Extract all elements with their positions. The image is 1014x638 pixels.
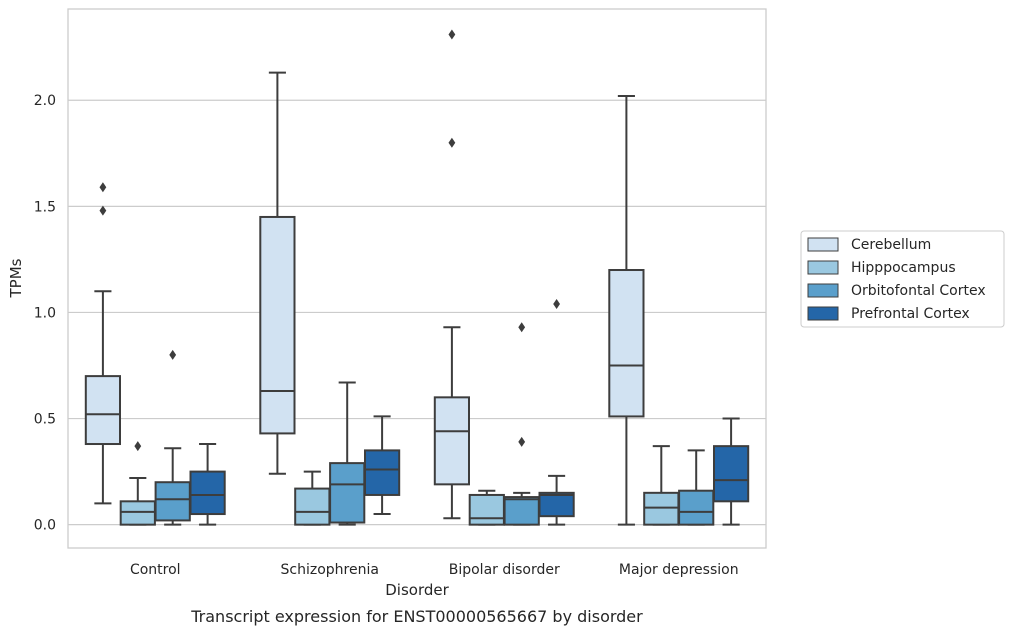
y-axis-label: TPMs [7,258,25,298]
box-hipppocampus [643,445,680,526]
outlier-point [553,298,560,309]
x-axis-label: Disorder [385,581,449,599]
box-iqr [538,491,575,518]
box-groups [84,29,750,526]
outlier-point [518,322,526,333]
legend-label: Orbitofontal Cortex [851,283,986,299]
box-iqr [643,491,680,526]
box-iqr [119,500,156,526]
x-tick-label: Control [130,562,181,578]
box-iqr [468,493,505,526]
outlier-point [99,205,107,216]
box-prefrontal-cortex [189,443,226,526]
outlier-point [518,436,526,447]
box-iqr [678,489,715,526]
legend-frame [800,230,1005,328]
box-iqr [259,215,296,435]
x-tick-label: Bipolar disorder [449,562,560,578]
y-tick-label: 2.0 [34,93,56,109]
legend-label: Cerebellum [851,237,931,253]
box-iqr [363,449,401,496]
plot-frame [67,8,767,549]
plot-area-background [68,9,766,548]
box-iqr [84,375,122,446]
box-orbitofontal-cortex [329,381,366,526]
x-tick-label: Schizophrenia [281,562,379,578]
y-tick-label: 0.0 [34,518,56,534]
y-tick-label: 0.5 [34,412,56,428]
legend-swatch [807,237,839,252]
legend-label: Prefrontal Cortex [851,306,970,322]
legend: Cerebellum Hipppocampus Orbitofontal Corte… [800,230,1005,328]
box-iqr [712,445,750,503]
box-iqr [189,470,226,516]
chart-caption: Transcript expression for ENST0000056566… [190,607,643,626]
outlier-point [134,441,142,452]
box-cerebellum [84,182,122,505]
outlier-point [448,29,456,40]
outlier-point [99,182,107,193]
box-orbitofontal-cortex [678,449,715,526]
outlier-point [448,137,456,148]
box-cerebellum [259,71,296,475]
box-prefrontal-cortex [363,415,401,516]
legend-swatch [807,260,839,275]
box-hipppocampus [468,489,505,526]
box-iqr [329,462,366,524]
legend-swatch [807,306,839,321]
y-tick-label: 1.0 [34,305,56,321]
box-hipppocampus [119,441,156,526]
box-iqr [154,481,191,522]
legend-swatch [807,283,839,298]
box-iqr [608,269,645,418]
box-iqr [433,396,471,486]
x-tick-labels: Control Schizophrenia Bipolar disorder Majo… [130,562,739,578]
box-prefrontal-cortex [712,417,750,526]
box-cerebellum [608,95,645,526]
outlier-point [169,349,177,360]
box-prefrontal-cortex [538,298,575,526]
box-cerebellum [433,29,471,520]
legend-label: Hipppocampus [851,260,956,276]
y-tick-label: 1.5 [34,199,56,215]
box-iqr [294,487,331,526]
box-iqr [503,496,540,526]
x-tick-label: Major depression [619,562,739,578]
y-tick-labels: 0.0 0.5 1.0 1.5 2.0 [34,93,56,533]
